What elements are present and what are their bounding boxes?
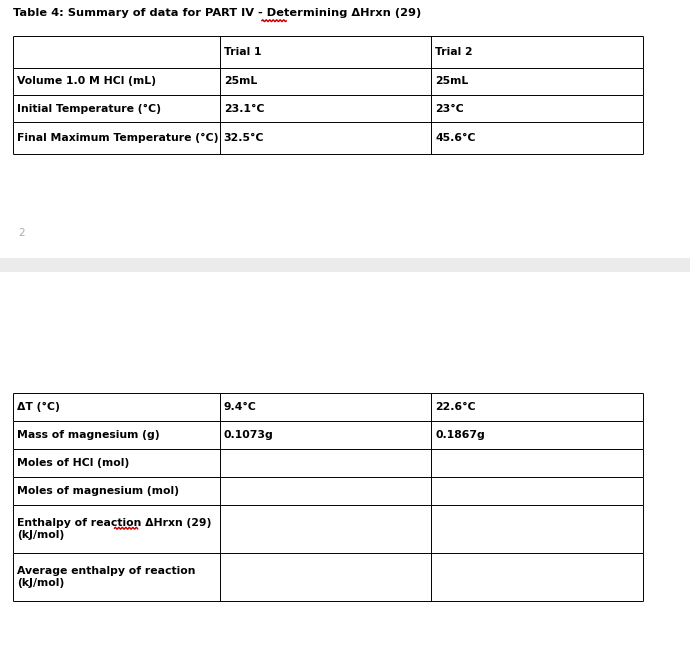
Text: (kJ/mol): (kJ/mol) — [17, 530, 64, 540]
Text: 25mL: 25mL — [435, 77, 469, 87]
Text: 0.1073g: 0.1073g — [224, 430, 273, 440]
Text: Moles of magnesium (mol): Moles of magnesium (mol) — [17, 486, 179, 496]
Bar — [0, 258, 690, 272]
Text: 45.6°C: 45.6°C — [435, 133, 476, 143]
Text: 2: 2 — [18, 228, 25, 238]
Text: 9.4°C: 9.4°C — [224, 402, 257, 412]
Text: Average enthalpy of reaction: Average enthalpy of reaction — [17, 566, 195, 576]
Text: Trial 1: Trial 1 — [224, 47, 261, 57]
Text: Trial 2: Trial 2 — [435, 47, 473, 57]
Text: 0.1867g: 0.1867g — [435, 430, 485, 440]
Text: Moles of HCl (mol): Moles of HCl (mol) — [17, 458, 129, 468]
Text: 23.1°C: 23.1°C — [224, 104, 264, 113]
Text: Table 4: Summary of data for PART IV - Determining ΔHrxn (29): Table 4: Summary of data for PART IV - D… — [13, 8, 422, 18]
Text: 25mL: 25mL — [224, 77, 257, 87]
Text: 22.6°C: 22.6°C — [435, 402, 476, 412]
Text: Enthalpy of reaction ΔHrxn (29): Enthalpy of reaction ΔHrxn (29) — [17, 518, 211, 528]
Text: Initial Temperature (°C): Initial Temperature (°C) — [17, 104, 161, 113]
Text: Volume 1.0 M HCl (mL): Volume 1.0 M HCl (mL) — [17, 77, 156, 87]
Text: Final Maximum Temperature (°C): Final Maximum Temperature (°C) — [17, 133, 219, 143]
Text: 32.5°C: 32.5°C — [224, 133, 264, 143]
Text: 23°C: 23°C — [435, 104, 464, 113]
Text: Mass of magnesium (g): Mass of magnesium (g) — [17, 430, 159, 440]
Text: (kJ/mol): (kJ/mol) — [17, 578, 64, 588]
Text: ΔT (°C): ΔT (°C) — [17, 402, 60, 412]
